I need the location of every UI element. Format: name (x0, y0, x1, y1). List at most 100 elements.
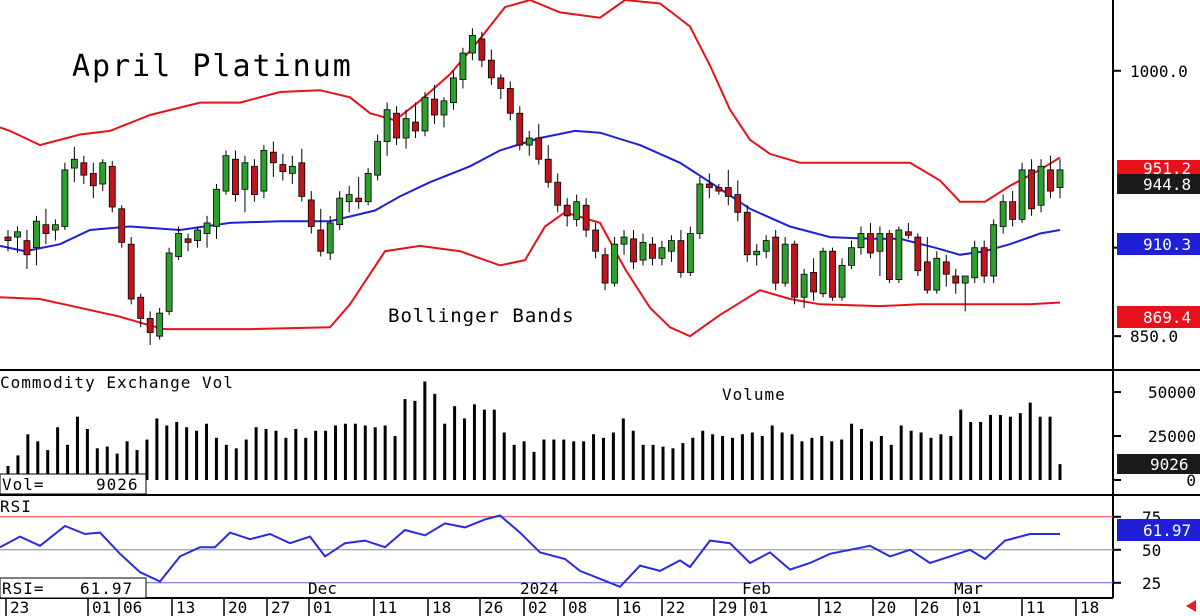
candle-body (288, 165, 296, 174)
volume-bar (95, 448, 99, 480)
candle (601, 247, 609, 291)
volume-bar (721, 436, 725, 480)
candle (232, 150, 239, 202)
candle-body (1047, 169, 1054, 192)
volume-bar (850, 423, 854, 480)
candle-body (478, 38, 486, 61)
candle-body (668, 240, 675, 252)
volume-bar (909, 430, 913, 480)
volume-bar (195, 430, 199, 480)
candle (525, 130, 533, 156)
candle (70, 146, 78, 183)
volume-tag-box (1117, 454, 1200, 474)
candle-body (241, 162, 249, 190)
volume-bar (810, 437, 814, 480)
candle (412, 102, 419, 138)
candle (734, 180, 742, 222)
volume-bar (502, 432, 506, 480)
candle-body (421, 96, 429, 132)
upper-bollinger-band (0, 0, 1061, 203)
volume-bar (800, 441, 804, 480)
candle (867, 222, 874, 259)
bollinger-annotation: Bollinger Bands (388, 305, 575, 327)
price-tag-middle-value: 910.3 (1143, 235, 1191, 254)
candle-body (1009, 201, 1017, 220)
candle-body (336, 197, 344, 226)
candle-body (175, 233, 182, 257)
candle-body (923, 261, 931, 291)
candle-body (222, 155, 230, 192)
volume-bar (304, 437, 308, 480)
volume-bar (254, 427, 258, 480)
volume-bar (979, 421, 983, 480)
date-tick-label: 20 (228, 598, 247, 616)
volume-bar (383, 425, 387, 480)
candle (668, 235, 675, 262)
candle (961, 275, 969, 312)
candle-body (194, 229, 201, 242)
volume-bar (314, 430, 318, 480)
candle-body (345, 194, 353, 203)
scroll-left-arrow-icon[interactable] (1186, 600, 1196, 612)
candle-body (374, 141, 382, 176)
candle (639, 233, 647, 266)
price-tag-lower: 869.4 (1117, 306, 1200, 328)
candle-body (383, 109, 391, 142)
rsi-readout-value: 61.97 (80, 579, 133, 598)
candle (137, 293, 145, 328)
candle-body (487, 59, 495, 79)
volume-bar (403, 399, 407, 480)
candle (251, 159, 258, 202)
volume-bar (562, 439, 566, 480)
volume-bar (135, 450, 139, 480)
volume-bar (105, 446, 109, 480)
candle (307, 191, 315, 234)
candle (952, 268, 960, 294)
volume-bar (274, 430, 278, 480)
candle-body (1056, 169, 1064, 188)
candle (715, 184, 723, 195)
volume-bar (224, 444, 228, 480)
candle (1028, 159, 1035, 216)
candle (516, 106, 524, 151)
candle (402, 109, 410, 149)
rsi-readout-box (0, 577, 147, 599)
candle-body (260, 149, 268, 192)
candle-body (857, 233, 865, 249)
candle (696, 176, 704, 239)
volume-bar (889, 444, 893, 480)
candlesticks (4, 28, 1064, 345)
volume-bar (959, 409, 963, 480)
volume-bar (334, 425, 338, 480)
volume-bar (145, 439, 149, 480)
volume-bar (572, 441, 576, 480)
candle (838, 258, 846, 301)
candle-body (582, 204, 590, 231)
candle (563, 198, 571, 227)
volume-tick-label: 50000 (1148, 383, 1196, 402)
candle-body (734, 194, 742, 213)
candle (421, 92, 429, 137)
volume-bar (26, 434, 30, 480)
candle (1047, 155, 1054, 199)
volume-bar (234, 448, 238, 480)
volume-bar (75, 416, 79, 480)
candle (592, 222, 600, 259)
candle (156, 307, 164, 340)
volume-axis-ticks: 50000 25000 0 (1113, 383, 1196, 490)
volume-bar (552, 439, 556, 480)
candle (762, 235, 770, 259)
candle (620, 230, 628, 255)
candle (487, 49, 495, 85)
price-tag-last: 944.8 (1117, 174, 1200, 194)
volume-bar (66, 444, 70, 480)
candle-body (269, 151, 277, 164)
volume-bar (294, 429, 298, 480)
candle (791, 240, 799, 305)
candle (317, 208, 325, 257)
volume-bar (621, 418, 625, 480)
volume-bar (1008, 416, 1012, 480)
candle (298, 148, 306, 202)
candle-body (753, 250, 761, 256)
